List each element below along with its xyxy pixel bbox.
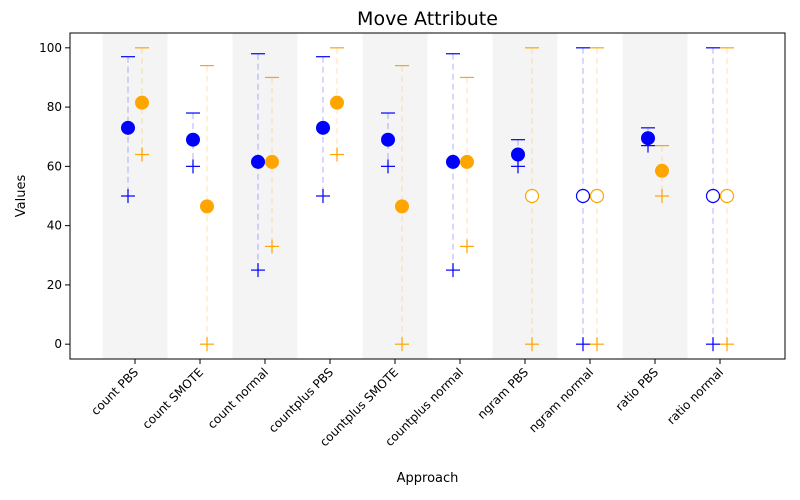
- y-tick-label: 40: [47, 219, 62, 233]
- x-tick-label: count PBS: [88, 365, 141, 418]
- series-group: [135, 47, 735, 352]
- y-tick-label: 80: [47, 100, 62, 114]
- mean-point: [395, 199, 409, 214]
- y-tick-label: 0: [54, 337, 62, 351]
- mean-point-hollow: [524, 188, 540, 204]
- x-tick-label: ratio normal: [664, 365, 726, 427]
- series-group: [121, 47, 721, 352]
- mean-point-hollow: [575, 188, 591, 204]
- category-band: [362, 33, 428, 359]
- mean-point-hollow: [705, 188, 721, 204]
- x-tick-label: ngram normal: [526, 365, 596, 435]
- series-layer: [121, 47, 735, 352]
- chart-title: Move Attribute: [357, 8, 498, 30]
- y-axis: 0 20 40 60 80 100: [39, 41, 70, 351]
- x-tick-label: count SMOTE: [140, 365, 206, 431]
- x-tick-label: ngram PBS: [475, 365, 531, 421]
- mean-point: [460, 154, 474, 169]
- mean-point: [641, 131, 655, 146]
- mean-point-hollow: [589, 188, 605, 204]
- mean-point: [511, 147, 525, 162]
- x-tick-label: count normal: [205, 365, 271, 431]
- mean-point: [265, 154, 279, 169]
- mean-point: [381, 132, 395, 147]
- mean-point: [655, 163, 669, 178]
- mean-point: [121, 120, 135, 135]
- plot-frame: [69, 32, 786, 360]
- mean-point: [135, 95, 149, 110]
- mean-point: [186, 132, 200, 147]
- mean-point-hollow: [719, 188, 735, 204]
- y-tick-label: 100: [39, 41, 62, 55]
- mean-point: [316, 120, 330, 135]
- mean-point: [330, 95, 344, 110]
- x-tick-label: countplus PBS: [266, 365, 336, 435]
- mean-point: [200, 199, 214, 214]
- x-axis-label: Approach: [397, 471, 459, 486]
- y-tick-label: 60: [47, 159, 62, 173]
- y-tick-label: 20: [47, 278, 62, 292]
- category-band: [232, 33, 298, 359]
- x-tick-label: ratio PBS: [613, 365, 661, 413]
- y-axis-label: Values: [14, 175, 29, 218]
- mean-point: [446, 154, 460, 169]
- mean-point: [251, 154, 265, 169]
